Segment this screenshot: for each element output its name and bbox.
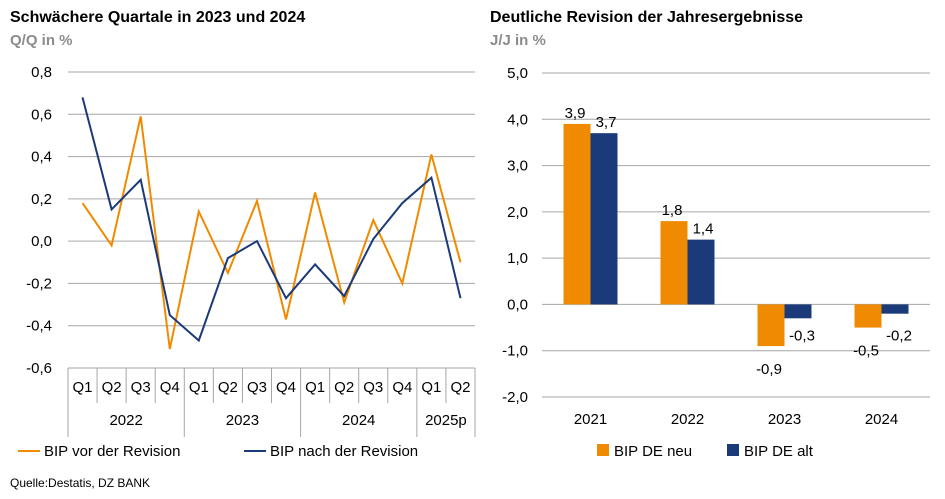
right-y-tick-label: 2,0 — [507, 204, 528, 221]
left-x-quarter-label: Q1 — [189, 379, 209, 396]
left-x-quarter-label: Q4 — [392, 379, 412, 396]
bar-data-label: -0,3 — [789, 327, 815, 344]
source-note: Quelle:Destatis, DZ BANK — [10, 476, 150, 490]
bar-data-label: -0,2 — [886, 327, 912, 344]
right-bar-chart: Deutliche Revision der Jahresergebnisse … — [490, 9, 930, 460]
bar-alt-2022 — [687, 239, 715, 305]
right-chart-subtitle: J/J in % — [490, 32, 546, 49]
bar-alt-2023 — [784, 304, 812, 319]
right-chart-title: Deutliche Revision der Jahresergebnisse — [490, 9, 803, 26]
left-x-quarter-label: Q1 — [305, 379, 325, 396]
left-y-tick-label: 0,6 — [31, 106, 52, 123]
left-x-quarter-label: Q4 — [276, 379, 296, 396]
left-line-chart: Schwächere Quartale in 2023 und 2024 Q/Q… — [10, 9, 476, 460]
right-x-tick-label: 2021 — [574, 411, 607, 428]
left-legend-label: BIP vor der Revision — [44, 443, 180, 460]
left-chart-subtitle: Q/Q in % — [10, 32, 73, 49]
right-legend-swatch — [727, 444, 739, 456]
left-x-quarter-label: Q2 — [334, 379, 354, 396]
left-x-quarter-label: Q3 — [363, 379, 383, 396]
left-series-line-nach-revision — [81, 97, 462, 343]
left-y-tick-label: 0,8 — [31, 64, 52, 81]
left-y-tick-label: 0,2 — [31, 191, 52, 208]
left-y-tick-label: -0,4 — [26, 318, 52, 335]
left-x-quarter-label: Q2 — [102, 379, 122, 396]
left-series-line-vor-revision — [81, 116, 462, 350]
right-y-tick-label: 4,0 — [507, 111, 528, 128]
right-legend-swatch — [597, 444, 609, 456]
left-y-tick-label: -0,2 — [26, 275, 52, 292]
right-y-tick-label: -1,0 — [502, 343, 528, 360]
left-x-quarter-label: Q3 — [247, 379, 267, 396]
right-y-tick-label: -2,0 — [502, 389, 528, 406]
left-x-quarter-label: Q2 — [218, 379, 238, 396]
left-legend-label: BIP nach der Revision — [270, 443, 418, 460]
bar-data-label: 1,8 — [662, 202, 683, 219]
right-legend-label: BIP DE neu — [614, 443, 692, 460]
right-y-tick-label: 3,0 — [507, 158, 528, 175]
bar-neu-2024 — [854, 304, 882, 328]
bar-neu-2022 — [660, 221, 688, 305]
right-bars: 3,9 3,7 1,8 1,4 -0,9 -0,3 -0,5 -0,2 — [563, 105, 912, 378]
bar-data-label: 3,7 — [596, 114, 617, 131]
left-chart-title: Schwächere Quartale in 2023 und 2024 — [10, 9, 305, 26]
left-x-quarter-label: Q3 — [131, 379, 151, 396]
bar-data-label: 3,9 — [565, 105, 586, 122]
right-y-tick-label: 0,0 — [507, 296, 528, 313]
bar-neu-2023 — [757, 304, 785, 347]
right-legend: BIP DE neu BIP DE alt — [597, 443, 814, 460]
bar-data-label: 1,4 — [693, 221, 714, 238]
left-x-quarter-label: Q2 — [450, 379, 470, 396]
left-x-year-label: 2025p — [425, 412, 467, 429]
left-y-tick-label: 0,0 — [31, 233, 52, 250]
bar-data-label: -0,5 — [853, 343, 879, 360]
right-x-axis: 2021 2022 2023 2024 — [574, 411, 898, 428]
left-x-quarter-label: Q4 — [160, 379, 180, 396]
bar-neu-2021 — [563, 123, 591, 305]
left-y-tick-label: 0,4 — [31, 149, 52, 166]
left-x-year-label: 2023 — [226, 412, 259, 429]
right-x-tick-label: 2022 — [671, 411, 704, 428]
left-y-axis: 0,8 0,6 0,4 0,2 0,0 -0,2 -0,4 -0,6 — [26, 64, 52, 377]
right-x-tick-label: 2023 — [768, 411, 801, 428]
right-x-tick-label: 2024 — [865, 411, 898, 428]
right-legend-label: BIP DE alt — [744, 443, 814, 460]
bar-alt-2021 — [590, 133, 618, 305]
right-y-tick-label: 5,0 — [507, 65, 528, 82]
left-grid — [68, 71, 475, 369]
left-series-lines — [81, 97, 462, 350]
left-x-axis: Q1 Q2 Q3 Q4 Q1 Q2 Q3 Q4 Q1 Q2 Q3 Q4 Q1 Q2 2022 2023 2024… — [67, 368, 476, 437]
left-legend: BIP vor der Revision BIP nach der Revisio… — [18, 443, 418, 460]
right-y-axis: 5,0 4,0 3,0 2,0 1,0 0,0 -1,0 -2,0 — [502, 65, 528, 406]
bar-alt-2024 — [881, 304, 909, 314]
left-x-year-label: 2024 — [342, 412, 375, 429]
left-x-year-label: 2022 — [109, 412, 142, 429]
left-x-quarter-label: Q1 — [421, 379, 441, 396]
left-y-tick-label: -0,6 — [26, 360, 52, 377]
right-y-tick-label: 1,0 — [507, 250, 528, 267]
left-x-quarter-label: Q1 — [73, 379, 93, 396]
bar-data-label: -0,9 — [756, 361, 782, 378]
